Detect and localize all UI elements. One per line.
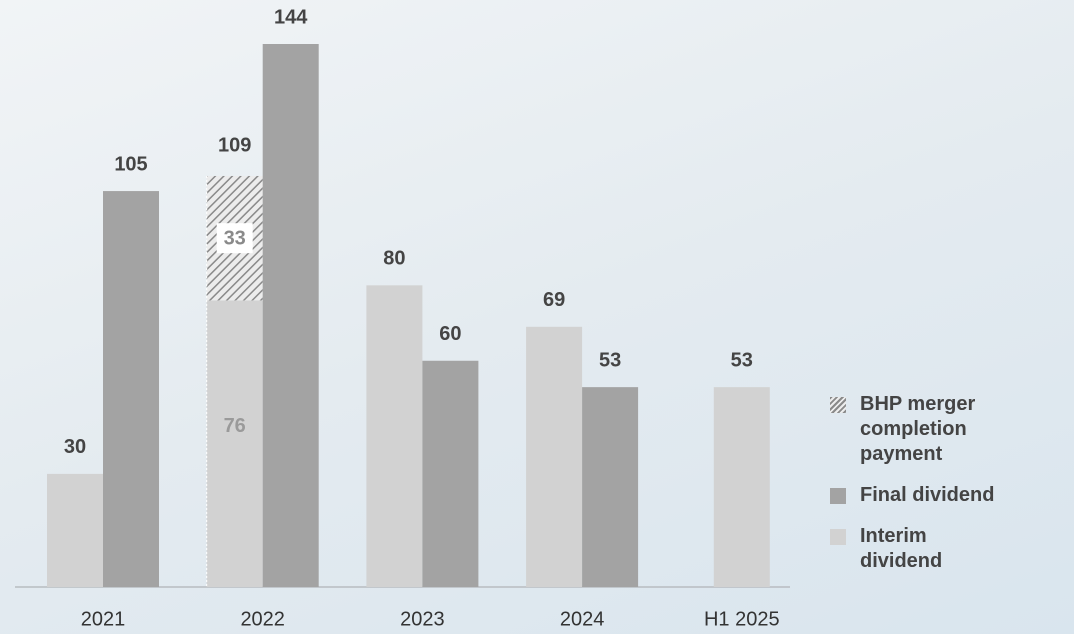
stack-total-label: 109 <box>218 134 251 156</box>
bar-label: 69 <box>543 289 565 311</box>
bar <box>526 326 583 587</box>
legend-item: Final dividend <box>830 483 1060 508</box>
x-tick-label: 2022 <box>240 608 285 630</box>
bar-label: 60 <box>439 323 461 345</box>
bar <box>103 191 159 587</box>
bar-label: 53 <box>731 349 753 371</box>
legend-swatch <box>830 397 846 413</box>
legend-label: Interim dividend <box>860 525 943 572</box>
bar <box>422 360 479 587</box>
bar-label: 76 <box>224 415 246 437</box>
x-tick-label: H1 2025 <box>704 608 780 630</box>
bar-label: 144 <box>274 6 308 28</box>
bar <box>262 44 319 587</box>
x-tick-label: 2024 <box>560 608 605 630</box>
bar <box>47 473 103 587</box>
bar-label: 105 <box>114 153 147 175</box>
bar <box>366 285 423 587</box>
legend-item: Interim dividend <box>830 524 1060 574</box>
legend-swatch <box>830 529 846 545</box>
bar-label: 33 <box>224 227 246 249</box>
legend-swatch <box>830 488 846 504</box>
bar-label: 30 <box>64 436 86 458</box>
x-tick-label: 2023 <box>400 608 445 630</box>
legend-item: BHP merger completion payment <box>830 392 1060 467</box>
legend-label: BHP merger completion payment <box>860 393 976 465</box>
bar-label: 53 <box>599 349 621 371</box>
x-tick-label: 2021 <box>81 608 126 630</box>
legend: BHP merger completion payment Final divid… <box>830 392 1060 590</box>
bar <box>206 300 263 587</box>
bar <box>582 387 639 587</box>
bar-label: 80 <box>383 248 405 270</box>
label-box <box>216 223 253 254</box>
legend-label: Final dividend <box>860 484 995 506</box>
bar <box>713 387 770 587</box>
